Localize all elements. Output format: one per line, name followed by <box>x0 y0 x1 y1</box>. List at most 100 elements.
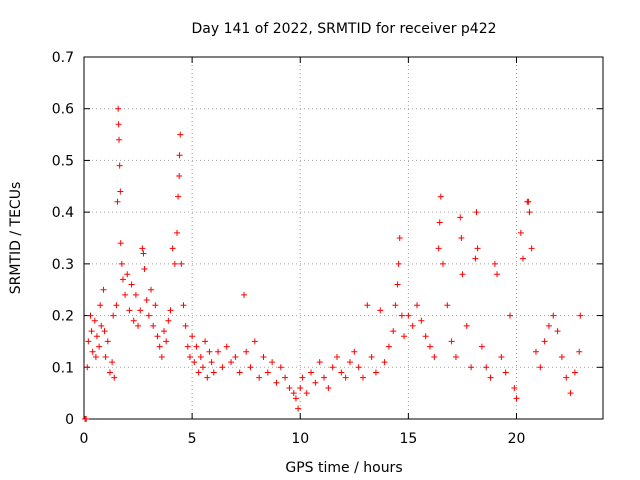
data-point <box>532 348 539 355</box>
data-point <box>308 369 315 376</box>
data-point <box>176 172 183 179</box>
data-point <box>355 364 362 371</box>
data-point <box>111 374 118 381</box>
data-point <box>483 364 490 371</box>
data-point <box>329 364 336 371</box>
data-point <box>202 338 209 345</box>
data-point <box>92 353 99 360</box>
data-point <box>472 255 479 262</box>
data-point <box>186 353 193 360</box>
data-point <box>478 343 485 350</box>
data-point <box>554 328 561 335</box>
y-tick-label: 0.6 <box>52 102 74 118</box>
data-point <box>458 235 465 241</box>
data-point <box>232 353 239 360</box>
data-point <box>184 343 191 350</box>
data-point <box>119 276 126 283</box>
data-point <box>83 416 90 422</box>
data-point <box>273 379 280 386</box>
data-point <box>396 235 403 241</box>
x-tick-label: 20 <box>508 431 526 447</box>
axis-ticks: 0 5 10 15 20 0 0.1 0.2 0.3 0.4 0.5 0.6 0.7 <box>52 50 603 447</box>
data-point <box>118 260 125 267</box>
data-point <box>178 260 185 267</box>
data-point <box>431 353 438 360</box>
data-point <box>452 353 459 360</box>
data-point <box>93 333 100 340</box>
data-point <box>137 307 144 314</box>
data-point <box>342 374 349 381</box>
data-point <box>409 322 416 329</box>
data-point <box>215 348 222 355</box>
data-point <box>457 214 464 221</box>
data-point <box>439 260 446 267</box>
data-point <box>128 281 135 288</box>
data-point <box>189 333 196 340</box>
data-point <box>106 369 113 376</box>
data-point <box>381 359 388 366</box>
data-point <box>448 338 455 345</box>
data-point <box>109 359 116 366</box>
data-point <box>435 245 442 252</box>
data-point <box>351 348 358 355</box>
data-point <box>368 353 375 360</box>
data-point <box>171 260 178 267</box>
data-point <box>502 369 509 376</box>
data-point <box>297 384 304 391</box>
data-point <box>292 395 299 402</box>
data-point <box>256 374 263 381</box>
data-point <box>567 390 574 397</box>
data-point <box>541 338 548 345</box>
data-point <box>401 333 408 340</box>
x-tick-label: 15 <box>399 431 417 447</box>
data-point <box>150 322 157 329</box>
data-point <box>264 369 271 376</box>
data-point <box>498 353 505 360</box>
chart-title: Day 141 of 2022, SRMTID for receiver p42… <box>191 21 496 37</box>
data-point <box>139 245 146 252</box>
data-point <box>473 209 480 216</box>
data-point <box>507 312 514 319</box>
data-point <box>519 255 526 262</box>
data-point <box>528 245 535 252</box>
data-point <box>372 369 379 376</box>
data-point <box>526 209 533 216</box>
data-point <box>437 193 444 200</box>
data-point <box>117 240 124 247</box>
data-point <box>114 198 121 205</box>
data-point <box>141 266 148 273</box>
data-point <box>338 369 345 376</box>
data-point <box>158 353 165 360</box>
data-point <box>122 291 129 298</box>
data-point <box>364 302 371 309</box>
y-tick-label: 0.7 <box>52 50 74 66</box>
data-point <box>126 307 133 314</box>
data-point <box>228 359 235 366</box>
data-point <box>385 343 392 350</box>
data-point <box>463 322 470 329</box>
data-point <box>422 333 429 340</box>
data-point <box>206 348 213 355</box>
data-point <box>84 364 91 371</box>
data-point <box>260 353 267 360</box>
data-point <box>219 364 226 371</box>
data-point <box>325 384 332 391</box>
data-point <box>243 348 250 355</box>
data-points <box>82 105 584 422</box>
data-point <box>286 384 293 391</box>
data-point <box>87 312 94 319</box>
data-point <box>204 374 211 381</box>
data-point <box>303 390 310 397</box>
data-point <box>511 384 518 391</box>
data-point <box>395 260 402 267</box>
data-point <box>113 302 120 309</box>
data-point <box>145 312 152 319</box>
data-point <box>545 322 552 329</box>
data-point <box>444 302 451 309</box>
data-point <box>392 302 399 309</box>
data-point <box>316 359 323 366</box>
data-point <box>299 374 306 381</box>
data-point <box>468 364 475 371</box>
data-point <box>115 121 122 128</box>
